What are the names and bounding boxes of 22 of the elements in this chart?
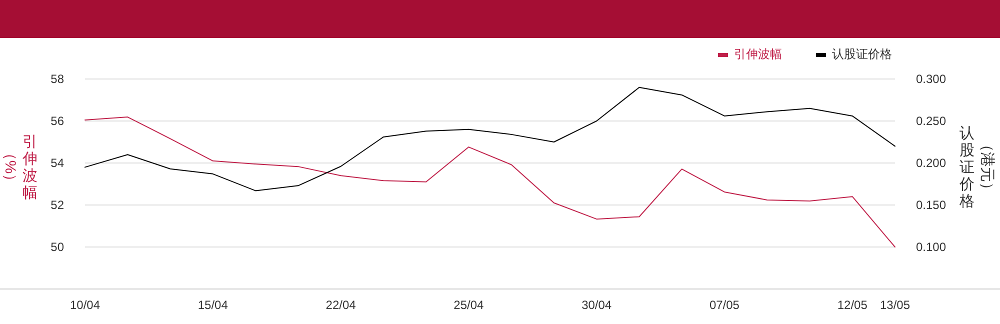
x-tick-label: 12/05 [837, 298, 868, 312]
y2-tick-label: 0.250 [916, 114, 946, 128]
y2-tick-label: 0.200 [916, 156, 946, 170]
x-tick-label: 10/04 [70, 298, 100, 312]
y-tick-label: 52 [50, 198, 64, 212]
legend-label: 认股证价格 [832, 47, 892, 61]
legend-item: 引伸波幅 [718, 47, 782, 61]
x-tick-label: 30/04 [582, 298, 612, 312]
y-tick-label: 54 [50, 156, 64, 170]
y2-tick-label: 0.100 [916, 240, 946, 254]
x-tick-label: 22/04 [326, 298, 356, 312]
legend-label: 引伸波幅 [734, 47, 782, 61]
y-tick-label: 50 [50, 240, 64, 254]
x-tick-label: 13/05 [880, 298, 910, 312]
x-tick-label: 15/04 [198, 298, 228, 312]
legend-item: 认股证价格 [816, 47, 892, 61]
x-tick-label: 07/05 [709, 298, 740, 312]
y2-tick-label: 0.150 [916, 198, 946, 212]
y2-tick-label: 0.300 [916, 72, 946, 86]
x-tick-label: 25/04 [454, 298, 484, 312]
y-tick-label: 56 [50, 114, 64, 128]
y-tick-label: 58 [50, 72, 64, 86]
